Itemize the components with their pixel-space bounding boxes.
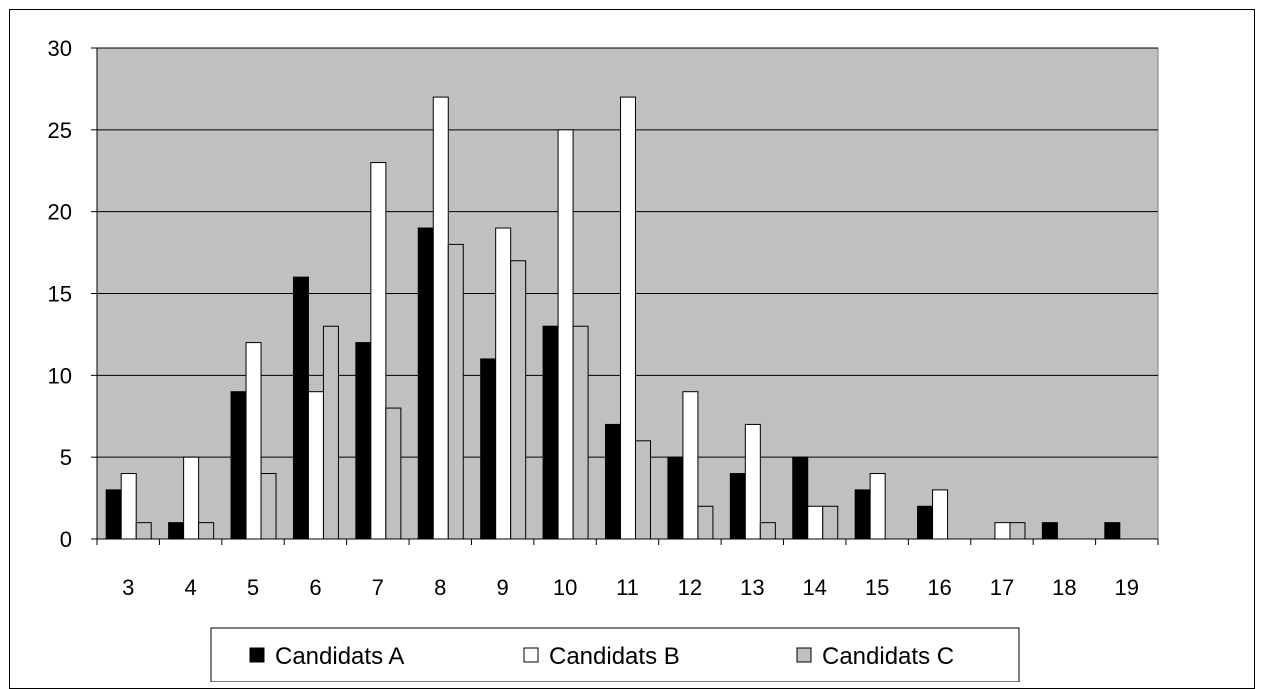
bar-candidats-a [292,276,309,540]
y-tick-label: 15 [48,282,72,307]
x-tick-label: 12 [678,575,702,600]
bar-candidats-a [854,489,871,540]
bar-candidats-a [105,489,122,540]
bar-candidats-a [917,505,934,540]
bar-candidats-a [1104,522,1121,540]
x-tick-label: 15 [865,575,889,600]
legend-swatch [523,647,539,663]
legend-swatch [249,647,265,663]
bar-candidats-a [230,391,247,540]
bar-candidats-a [355,342,372,540]
y-tick-label: 0 [60,527,72,552]
x-tick-label: 7 [372,575,384,600]
bar-candidats-b [932,489,949,540]
x-tick-label: 3 [122,575,134,600]
bar-candidats-c [697,505,714,540]
bar-candidats-a [417,227,434,540]
bar-candidats-a [542,325,559,540]
bar-candidats-a [605,423,621,540]
x-tick-label: 17 [990,575,1014,600]
x-tick-label: 19 [1115,575,1139,600]
x-tick-label: 4 [184,575,196,600]
bar-candidats-a [792,456,809,540]
x-tick-label: 18 [1052,575,1076,600]
bar-candidats-b [994,522,1011,540]
bar-candidats-c [385,407,402,540]
legend [210,627,1020,682]
bar-candidats-b [620,96,636,540]
bar-candidats-b [495,227,512,540]
y-tick-label: 10 [48,363,72,388]
bar-candidats-b [807,505,824,540]
bar-candidats-c [572,325,589,540]
x-tick-label: 16 [927,575,951,600]
bar-candidats-c [198,522,215,540]
bar-candidats-b [744,423,761,540]
y-tick-label: 30 [48,36,72,61]
y-tick-label: 5 [60,445,72,470]
y-tick-label: 20 [48,200,72,225]
x-tick-label: 13 [740,575,764,600]
bar-candidats-c [447,243,464,540]
bar-candidats-a [1041,522,1058,540]
bar-candidats-a [168,522,185,540]
x-tick-label: 10 [553,575,577,600]
legend-label: Candidats B [549,643,680,670]
bar-candidats-b [370,162,387,540]
bar-candidats-b [432,96,449,540]
bar-candidats-b [245,342,262,540]
x-tick-label: 14 [802,575,826,600]
y-tick-label: 25 [48,118,72,143]
bar-candidats-c [510,260,527,540]
bar-candidats-b [307,391,324,540]
bar-candidats-c [135,522,152,540]
bar-candidats-c [260,473,277,540]
legend-label: Candidats A [275,643,404,670]
bar-candidats-b [682,391,699,540]
bar-candidats-c [822,505,839,540]
x-tick-label: 9 [497,575,509,600]
bar-candidats-c [1009,522,1026,540]
bar-candidats-b [557,129,574,540]
bar-candidats-a [480,358,497,540]
bar-candidats-b [869,473,886,540]
x-tick-label: 5 [247,575,259,600]
bar-candidats-c [635,440,651,540]
legend-label: Candidats C [822,643,954,670]
bar-candidats-a [729,473,746,540]
bar-candidats-c [322,325,339,540]
legend-swatch [796,647,812,663]
bar-candidats-a [667,456,684,540]
bar-candidats-b [120,473,137,540]
x-tick-label: 6 [309,575,321,600]
x-tick-label: 11 [616,575,639,600]
bar-candidats-b [183,456,200,540]
x-tick-label: 8 [434,575,446,600]
bar-candidats-c [759,522,776,540]
